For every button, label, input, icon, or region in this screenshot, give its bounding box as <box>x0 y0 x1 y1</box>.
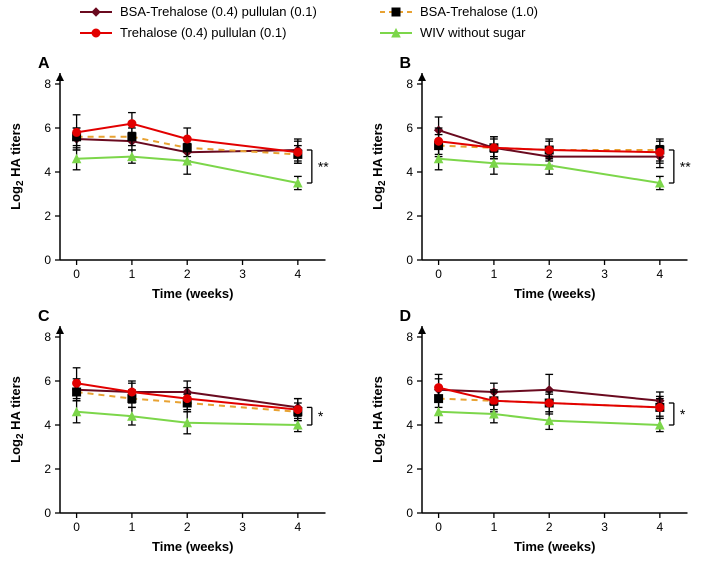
legend-item-tp: Trehalose (0.4) pullulan (0.1) <box>80 25 360 40</box>
chart-svg: 0 1 2 3 4 0 2 4 6 8 Time (weeks) Log2 HA titers * <box>0 308 362 561</box>
x-axis-label: Time (weeks) <box>152 286 233 301</box>
legend-swatch <box>80 5 112 19</box>
legend: BSA-Trehalose (0.4) pullulan (0.1) BSA-Tr… <box>80 4 660 40</box>
panel-label: D <box>400 308 412 326</box>
significance-label: ** <box>318 159 329 175</box>
panel-label: B <box>400 55 412 73</box>
panel-D: 0 1 2 3 4 0 2 4 6 8 Time (weeks) Log2 HA titers * D <box>362 308 723 561</box>
y-tick-label: 4 <box>406 418 413 432</box>
panel-label: A <box>38 55 50 73</box>
y-tick-label: 0 <box>44 253 51 267</box>
x-tick-label: 2 <box>184 267 191 281</box>
legend-swatch <box>380 5 412 19</box>
x-tick-label: 2 <box>184 520 191 534</box>
y-tick-label: 6 <box>406 374 413 388</box>
legend-swatch <box>80 26 112 40</box>
y-tick-label: 8 <box>406 77 413 91</box>
x-tick-label: 3 <box>239 520 246 534</box>
y-axis-label: Log2 HA titers <box>8 376 26 463</box>
x-tick-label: 3 <box>239 267 246 281</box>
x-axis-label: Time (weeks) <box>152 539 233 554</box>
x-tick-label: 0 <box>73 520 80 534</box>
y-tick-label: 2 <box>44 462 51 476</box>
y-tick-label: 4 <box>406 165 413 179</box>
chart-svg: 0 1 2 3 4 0 2 4 6 8 Time (weeks) Log2 HA titers ** <box>0 55 362 308</box>
panel-C: 0 1 2 3 4 0 2 4 6 8 Time (weeks) Log2 HA titers * C <box>0 308 362 561</box>
x-tick-label: 4 <box>656 267 663 281</box>
x-tick-label: 4 <box>656 520 663 534</box>
y-tick-label: 2 <box>406 209 413 223</box>
y-tick-label: 0 <box>406 253 413 267</box>
x-tick-label: 1 <box>129 267 136 281</box>
legend-item-btp: BSA-Trehalose (0.4) pullulan (0.1) <box>80 4 360 19</box>
x-axis-label: Time (weeks) <box>514 539 595 554</box>
x-tick-label: 3 <box>601 267 608 281</box>
y-tick-label: 6 <box>44 121 51 135</box>
y-tick-label: 2 <box>406 462 413 476</box>
y-tick-label: 4 <box>44 165 51 179</box>
y-tick-label: 8 <box>406 330 413 344</box>
y-tick-label: 4 <box>44 418 51 432</box>
y-axis-label: Log2 HA titers <box>8 123 26 210</box>
x-tick-label: 4 <box>295 520 302 534</box>
panels-grid: 0123402468Time (weeks)Log2 HA titers**A0… <box>0 55 723 561</box>
significance-label: ** <box>679 159 690 175</box>
legend-item-bt: BSA-Trehalose (1.0) <box>380 4 660 19</box>
x-tick-label: 2 <box>545 267 552 281</box>
x-tick-label: 1 <box>490 520 497 534</box>
chart-svg: 0 1 2 3 4 0 2 4 6 8 Time (weeks) Log2 HA titers * <box>362 308 723 561</box>
y-tick-label: 0 <box>406 506 413 520</box>
legend-label: WIV without sugar <box>420 25 526 40</box>
y-tick-label: 2 <box>44 209 51 223</box>
x-tick-label: 3 <box>601 520 608 534</box>
x-axis-label: Time (weeks) <box>514 286 595 301</box>
x-tick-label: 1 <box>129 520 136 534</box>
panel-A: 0 1 2 3 4 0 2 4 6 8 Time (weeks) Log2 HA titers ** A <box>0 55 362 308</box>
y-axis-label: Log2 HA titers <box>370 123 388 210</box>
y-tick-label: 0 <box>44 506 51 520</box>
x-tick-label: 1 <box>490 267 497 281</box>
y-tick-label: 8 <box>44 77 51 91</box>
significance-label: * <box>318 408 324 424</box>
panel-label: C <box>38 308 50 326</box>
chart-svg: 0 1 2 3 4 0 2 4 6 8 Time (weeks) Log2 HA titers ** <box>362 55 723 308</box>
x-tick-label: 2 <box>545 520 552 534</box>
y-tick-label: 6 <box>406 121 413 135</box>
x-tick-label: 0 <box>435 520 442 534</box>
legend-label: BSA-Trehalose (0.4) pullulan (0.1) <box>120 4 317 19</box>
panel-B: 0 1 2 3 4 0 2 4 6 8 Time (weeks) Log2 HA titers ** B <box>362 55 723 308</box>
figure: BSA-Trehalose (0.4) pullulan (0.1) BSA-Tr… <box>0 0 723 561</box>
y-axis-label: Log2 HA titers <box>370 376 388 463</box>
x-tick-label: 0 <box>73 267 80 281</box>
y-tick-label: 8 <box>44 330 51 344</box>
y-tick-label: 6 <box>44 374 51 388</box>
legend-swatch <box>380 26 412 40</box>
significance-label: * <box>679 406 685 422</box>
legend-label: Trehalose (0.4) pullulan (0.1) <box>120 25 286 40</box>
x-tick-label: 4 <box>295 267 302 281</box>
legend-label: BSA-Trehalose (1.0) <box>420 4 538 19</box>
legend-item-wiv: WIV without sugar <box>380 25 660 40</box>
x-tick-label: 0 <box>435 267 442 281</box>
